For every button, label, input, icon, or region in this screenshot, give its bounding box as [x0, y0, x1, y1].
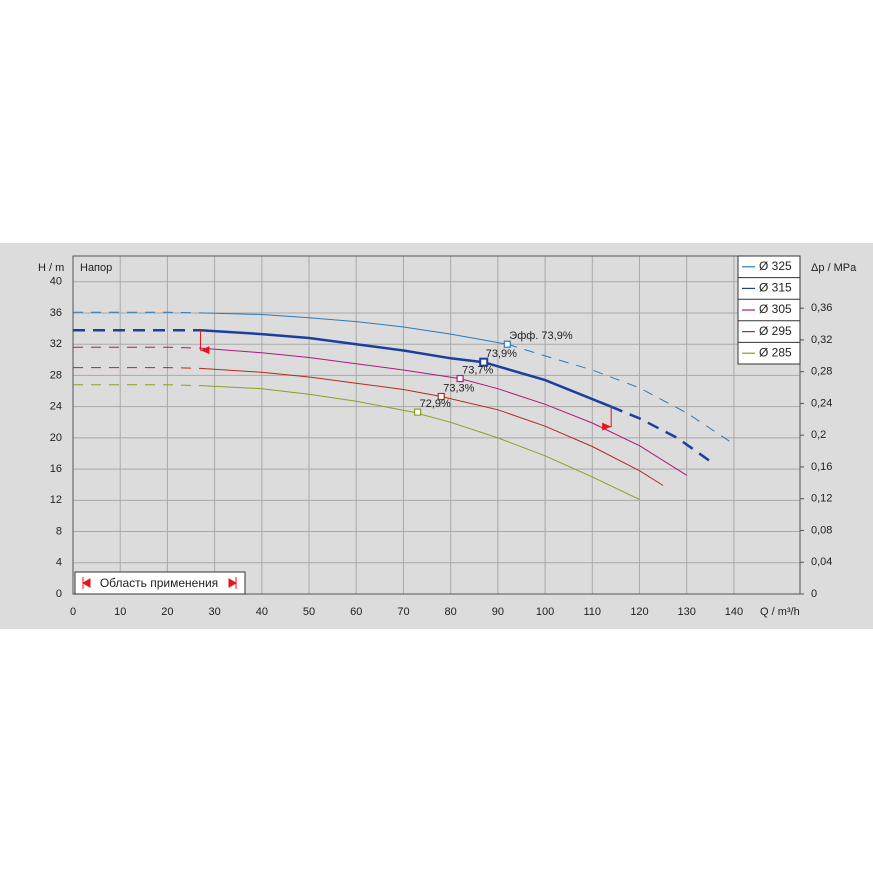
- efficiency-point: [503, 340, 511, 348]
- x-tick-label: 90: [492, 606, 504, 618]
- y-tick-label: 20: [50, 432, 62, 444]
- curve: [73, 367, 201, 369]
- legend-label: Ø 315: [759, 281, 792, 295]
- y-tick-label: 40: [50, 276, 62, 288]
- y2-tick-label: 0: [811, 588, 817, 600]
- y-tick-label: 36: [50, 307, 62, 319]
- x-tick-label: 0: [70, 606, 76, 618]
- plot-frame: [72, 255, 801, 595]
- range-arrow: [200, 346, 210, 355]
- y-tick-label: 28: [50, 369, 62, 381]
- x-tick-label: 30: [208, 606, 220, 618]
- y2-tick-label: 0,16: [811, 461, 832, 473]
- legend-label: Ø 285: [759, 345, 792, 359]
- curve: [73, 384, 201, 387]
- y2-tick-label: 0,08: [811, 524, 832, 536]
- range-label: Область применения: [100, 576, 218, 590]
- curve: [200, 385, 640, 500]
- y-tick-label: 12: [50, 494, 62, 506]
- x-tick-label: 100: [536, 606, 554, 618]
- efficiency-label: 73,3%: [443, 382, 474, 394]
- panel: [0, 243, 873, 629]
- efficiency-label: 73,9%: [486, 348, 517, 360]
- range-box: [74, 571, 246, 595]
- x-tick-label: 10: [114, 606, 126, 618]
- y2-tick-label: 0,04: [811, 556, 832, 568]
- efficiency-label: 72,9%: [420, 398, 451, 410]
- curve: [507, 343, 735, 445]
- y2-tick-label: 0,28: [811, 366, 832, 378]
- efficiency-point: [437, 392, 445, 401]
- efficiency-point: [456, 374, 464, 383]
- y-tick-label: 8: [56, 525, 62, 537]
- y2-tick-label: 0,2: [811, 429, 826, 441]
- y2-axis-title: Δp / MPa: [811, 262, 857, 274]
- x-tick-label: 110: [584, 606, 602, 618]
- x-tick-label: 130: [678, 606, 696, 618]
- x-tick-label: 70: [397, 606, 409, 618]
- curve: [610, 405, 712, 463]
- x-tick-label: 60: [350, 606, 362, 618]
- range-box-arrows: [81, 577, 238, 589]
- y-axis-title: H / m: [38, 262, 64, 274]
- x-tick-label: 120: [630, 606, 648, 618]
- x-tick-label: 20: [161, 606, 173, 618]
- x-tick-label: 40: [256, 606, 268, 618]
- efficiency-label: Эфф. 73,9%: [509, 330, 573, 342]
- y2-tick-label: 0,32: [811, 334, 832, 346]
- curve: [73, 346, 201, 349]
- x-tick-label: 50: [303, 606, 315, 618]
- chart-title: Напор: [80, 262, 112, 274]
- y-tick-label: 16: [50, 463, 62, 475]
- efficiency-label: 73,7%: [462, 364, 493, 376]
- x-axis-title: Q / m³/h: [760, 606, 800, 618]
- y2-tick-label: 0,24: [811, 397, 832, 409]
- y-tick-label: 24: [50, 401, 62, 413]
- legend-label: Ø 325: [759, 259, 792, 273]
- y2-tick-label: 0,36: [811, 302, 832, 314]
- y-tick-label: 4: [56, 557, 62, 569]
- curve: [200, 328, 612, 408]
- y2-tick-label: 0,12: [811, 493, 832, 505]
- y-tick-label: 0: [56, 588, 62, 600]
- curve: [205, 312, 508, 345]
- x-tick-label: 80: [445, 606, 457, 618]
- legend-label: Ø 305: [759, 302, 792, 316]
- range-arrow: [602, 422, 612, 431]
- efficiency-point: [414, 408, 422, 416]
- efficiency-point: [479, 357, 489, 367]
- curve: [73, 311, 206, 314]
- y-tick-label: 32: [50, 338, 62, 350]
- x-tick-label: 140: [725, 606, 743, 618]
- legend-label: Ø 295: [759, 324, 792, 338]
